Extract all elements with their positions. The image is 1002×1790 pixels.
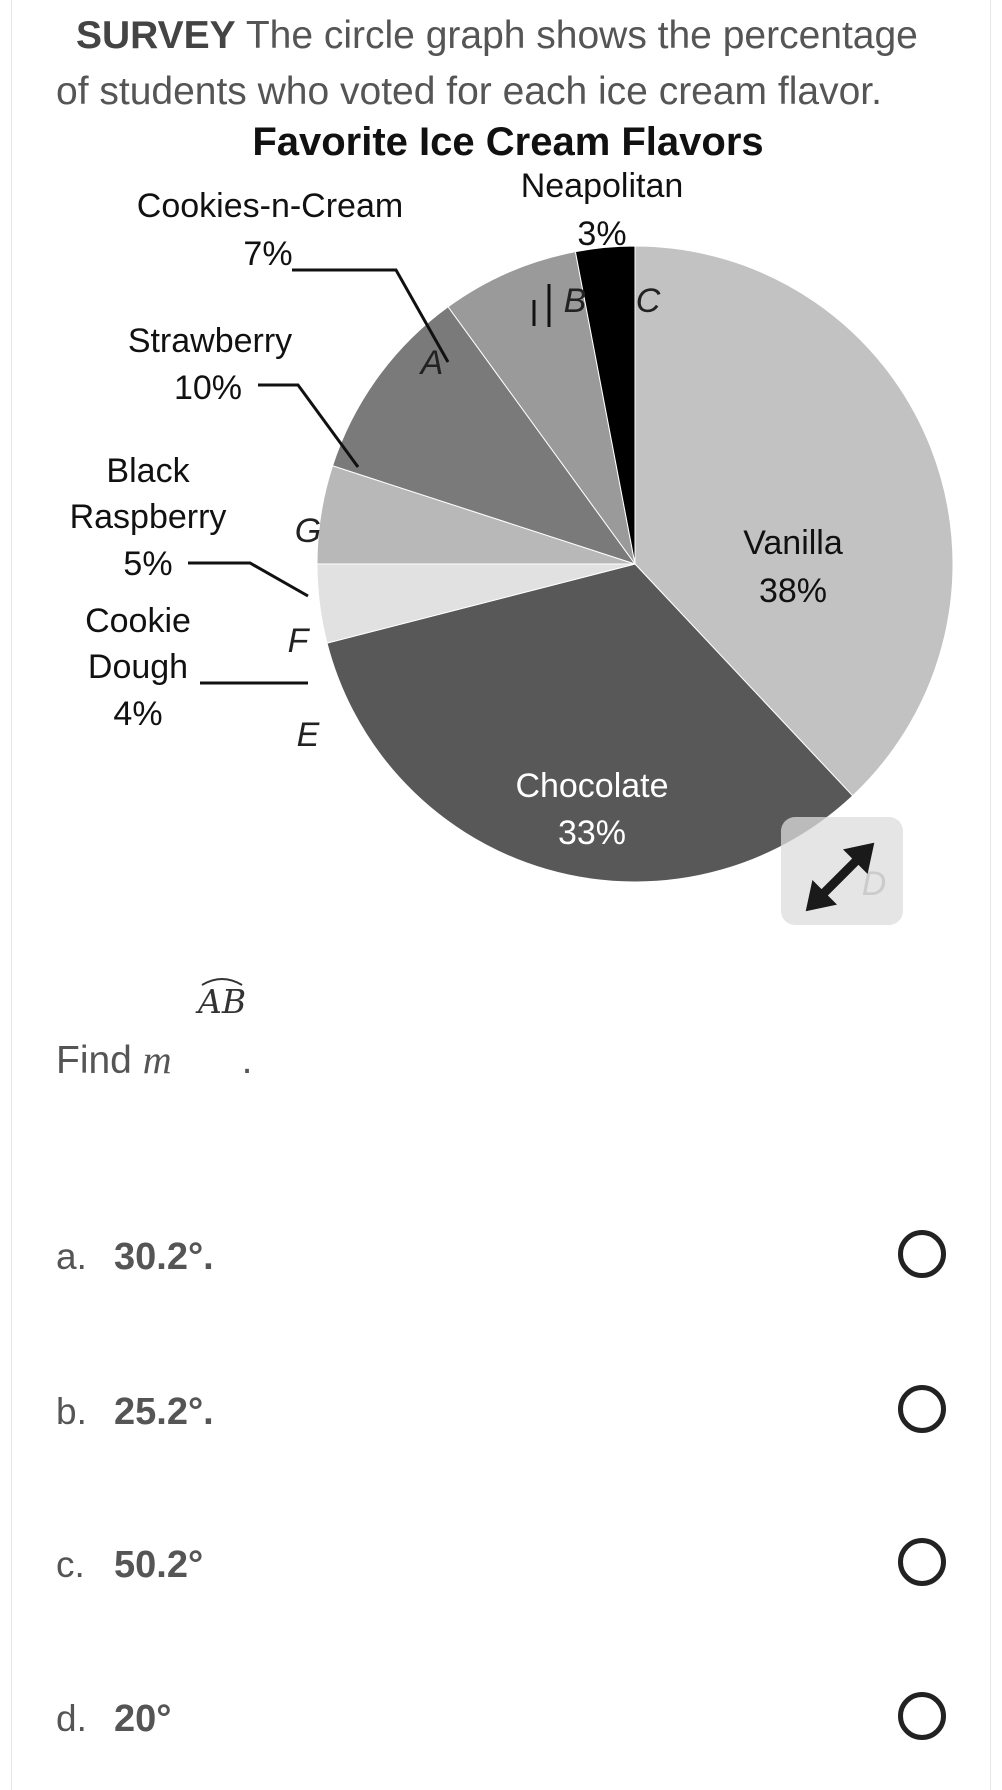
option-text: 30.2°. [114, 1235, 214, 1278]
point-label-f: F [288, 622, 311, 660]
point-label-c: C [636, 282, 661, 320]
pie-slice-cookies-n-cream [447, 251, 636, 565]
point-label-b: B [564, 282, 587, 320]
find-prompt: Find m. [56, 1036, 252, 1083]
leader-line-cookies-n-cream [292, 268, 450, 363]
arc-ab-notation: AB [198, 978, 247, 1021]
option-letter: a. [56, 1236, 87, 1277]
radio-button-c[interactable] [898, 1538, 946, 1586]
point-label-g: G [295, 512, 321, 550]
option-letter: c. [56, 1544, 85, 1585]
option-d[interactable]: d. 20° [56, 1684, 956, 1754]
radio-button-a[interactable] [898, 1230, 946, 1278]
radio-button-b[interactable] [898, 1385, 946, 1433]
label-vanilla-pct: 38% [759, 572, 827, 610]
radio-button-d[interactable] [898, 1692, 946, 1740]
option-text: 25.2°. [114, 1390, 214, 1433]
option-letter: d. [56, 1698, 87, 1739]
arc-ab-text: AB [198, 982, 247, 1021]
find-variable: m [142, 1037, 172, 1082]
expand-image-button[interactable] [781, 817, 903, 925]
option-letter: b. [56, 1391, 87, 1432]
find-prefix: Find [56, 1039, 143, 1082]
label-vanilla-name: Vanilla [743, 524, 843, 562]
label-strawberry-pct: 10% [174, 369, 242, 407]
label-cookie-dough-pct: 4% [113, 695, 162, 733]
option-b[interactable]: b. 25.2°. [56, 1377, 956, 1447]
label-black-raspberry-line2: Raspberry [70, 498, 227, 536]
pie-slice-vanilla [634, 245, 954, 797]
label-black-raspberry-pct: 5% [123, 545, 172, 583]
label-chocolate-name: Chocolate [515, 767, 668, 805]
question-text: SURVEY The circle graph shows the percen… [56, 8, 956, 120]
leader-line-black-raspberry [188, 561, 309, 598]
pie-slice-chocolate [326, 563, 854, 883]
option-text: 50.2° [114, 1543, 204, 1586]
content-frame [11, 0, 991, 1790]
expand-icon [805, 842, 875, 912]
option-text: 20° [114, 1697, 172, 1740]
pie-chart: Favorite Ice Cream Flavors Cookies-n-Cre… [70, 120, 954, 925]
arc-symbol [201, 978, 243, 986]
find-suffix: . [241, 1039, 253, 1082]
question-body: The circle graph shows the percentage of… [56, 14, 918, 113]
option-c[interactable]: c. 50.2° [56, 1530, 956, 1600]
label-cookie-dough-line1: Cookie [85, 602, 191, 640]
label-cookies-n-cream-name: Cookies-n-Cream [137, 187, 403, 225]
label-neapolitan-pct: 3% [577, 215, 626, 253]
pie-slice-strawberry [331, 306, 637, 565]
pie-slice-neapolitan [574, 245, 636, 565]
label-black-raspberry-line1: Black [106, 452, 190, 490]
chart-title: Favorite Ice Cream Flavors [252, 120, 763, 164]
label-cookies-n-cream-pct: 7% [243, 235, 292, 273]
point-label-a: A [419, 344, 444, 382]
label-cookie-dough-line2: Dough [88, 648, 188, 686]
label-chocolate-pct: 33% [558, 814, 626, 852]
question-lead: SURVEY [76, 14, 236, 57]
pie-chart-figure: Favorite Ice Cream Flavors Cookies-n-Cre… [40, 112, 970, 992]
point-label-e: E [297, 716, 320, 754]
label-strawberry-name: Strawberry [128, 322, 292, 360]
label-neapolitan-name: Neapolitan [521, 167, 684, 205]
leader-line-strawberry [258, 383, 360, 468]
option-a[interactable]: a. 30.2°. [56, 1222, 956, 1292]
